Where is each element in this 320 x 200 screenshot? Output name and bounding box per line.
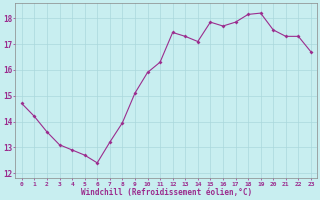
X-axis label: Windchill (Refroidissement éolien,°C): Windchill (Refroidissement éolien,°C) <box>81 188 252 197</box>
